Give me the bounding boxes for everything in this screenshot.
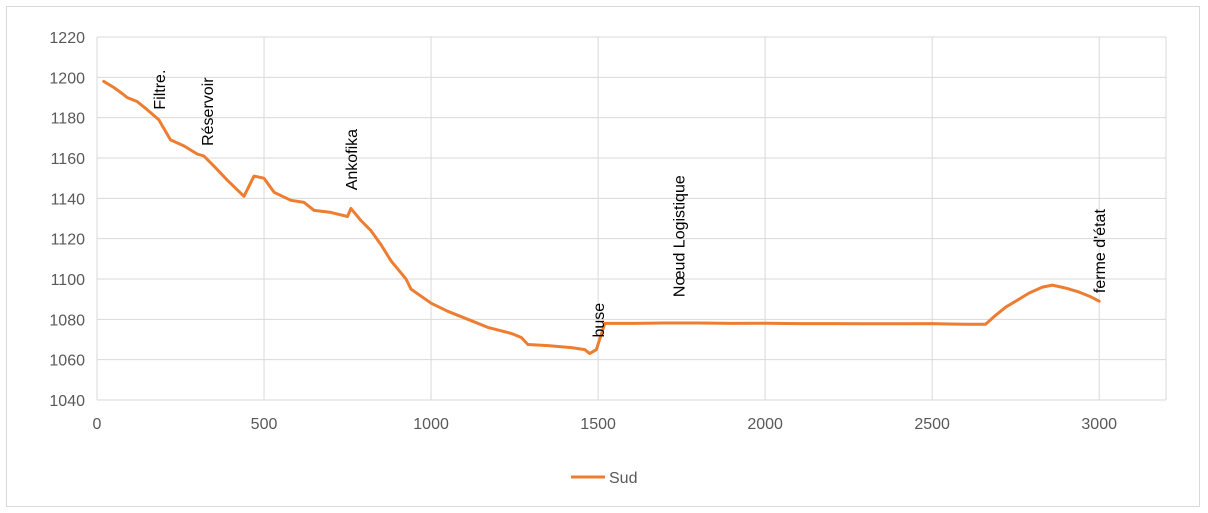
annotation-label: buse [591, 303, 608, 338]
axes: 1040 1060 1080 1100 1120 1140 1160 1180 1200 1220… [49, 30, 1117, 433]
annotation-label: ferme d'état [1092, 209, 1109, 294]
y-tick-label: 1220 [49, 30, 85, 47]
legend: Sud [571, 470, 637, 487]
annotation-label: Ankofika [344, 129, 361, 190]
annotation-label: Réservoir [200, 77, 217, 146]
y-tick-label: 1120 [51, 232, 86, 249]
annotation-label: Nœud Logistique [671, 175, 688, 297]
line-chart: 1040 1060 1080 1100 1120 1140 1160 1180 1200 1220… [49, 30, 1167, 487]
x-tick-label: 2000 [747, 416, 783, 433]
x-tick-label: 0 [93, 416, 102, 433]
y-tick-label: 1140 [51, 191, 86, 208]
x-tick-label: 1500 [580, 416, 616, 433]
x-tick-label: 2500 [914, 416, 950, 433]
x-tick-label: 1000 [413, 416, 449, 433]
annotations: Filtre. Réservoir Ankofika buse Nœud Logisti… [152, 70, 1109, 338]
y-tick-label: 1160 [51, 151, 86, 168]
gridlines [96, 36, 1167, 401]
series-layer [102, 79, 1101, 356]
legend-label: Sud [609, 470, 637, 487]
y-tick-label: 1040 [49, 393, 85, 410]
y-tick-label: 1100 [51, 272, 86, 289]
y-tick-label: 1180 [51, 111, 86, 128]
y-tick-label: 1200 [49, 70, 85, 87]
x-tick-label: 3000 [1081, 416, 1117, 433]
series-line-sud [102, 79, 1101, 356]
chart-frame: 1040 1060 1080 1100 1120 1140 1160 1180 1200 1220… [6, 6, 1200, 507]
y-tick-label: 1060 [49, 353, 85, 370]
x-tick-label: 500 [251, 416, 278, 433]
y-tick-label: 1080 [49, 312, 85, 329]
annotation-label: Filtre. [152, 70, 169, 110]
